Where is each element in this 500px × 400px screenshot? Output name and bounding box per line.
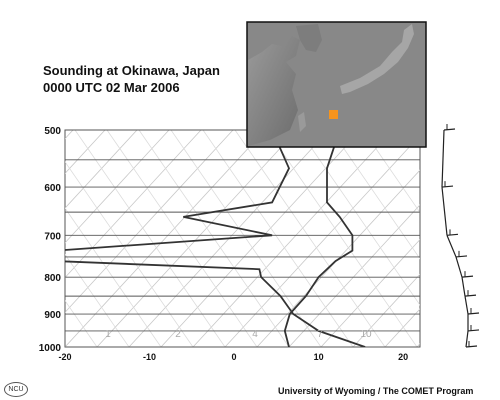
x-tick-label: 0 bbox=[232, 352, 237, 362]
isotherm-line bbox=[65, 130, 266, 347]
isotherm-line bbox=[416, 343, 420, 347]
wind-barb-flag bbox=[467, 329, 480, 332]
isotherm-line bbox=[320, 238, 420, 347]
inset-map bbox=[246, 21, 427, 148]
isotherm-line bbox=[65, 130, 234, 313]
wind-barb-flag bbox=[446, 233, 459, 236]
isotherm-line bbox=[65, 130, 202, 279]
isotherm-line bbox=[65, 130, 170, 244]
x-tick-label: -10 bbox=[143, 352, 156, 362]
korea-landmass bbox=[296, 24, 322, 52]
y-tick-label: 1000 bbox=[39, 343, 62, 354]
isotherm-line bbox=[192, 130, 394, 347]
wind-barb-staff bbox=[446, 235, 457, 258]
adiabat-line bbox=[0, 130, 33, 347]
mixing-ratio-label: 7 bbox=[317, 329, 323, 340]
x-tick-label: 20 bbox=[398, 352, 408, 362]
y-tick-label: 800 bbox=[44, 273, 61, 284]
adiabat-line bbox=[65, 253, 130, 347]
isotherm-line bbox=[449, 130, 500, 347]
isotherm-line bbox=[224, 134, 420, 347]
adiabat-line bbox=[362, 130, 420, 214]
wind-barbs bbox=[441, 124, 480, 348]
adiabat-line bbox=[170, 130, 322, 347]
isotherm-line bbox=[0, 130, 9, 347]
adiabat-line bbox=[65, 300, 98, 347]
adiabat-line bbox=[65, 207, 162, 347]
isotherm-line bbox=[384, 308, 420, 347]
taiwan-landmass bbox=[298, 112, 306, 132]
adiabat-line bbox=[202, 130, 354, 347]
wind-barb-flag bbox=[443, 128, 456, 131]
wind-barb-flag bbox=[467, 312, 480, 315]
isotherm-line bbox=[65, 130, 138, 209]
mixing-ratio-label: 2 bbox=[175, 329, 181, 340]
wind-barb-staff bbox=[461, 277, 466, 297]
mixing-ratio-label: 1 bbox=[105, 329, 111, 340]
isotherm-line bbox=[481, 130, 500, 347]
x-tick-label: 10 bbox=[314, 352, 324, 362]
profile-line bbox=[283, 130, 354, 347]
y-tick-label: 600 bbox=[44, 183, 61, 194]
profiles bbox=[65, 130, 366, 347]
isotherm-line bbox=[352, 273, 420, 347]
adiabat-line bbox=[330, 130, 420, 260]
japan-landmass bbox=[340, 24, 414, 94]
plot-frame bbox=[64, 129, 421, 348]
station-marker bbox=[329, 110, 338, 119]
adiabat-line bbox=[0, 130, 1, 347]
isotherm-line bbox=[96, 130, 298, 347]
y-tick-label: 700 bbox=[44, 231, 61, 242]
wind-barb-flag bbox=[461, 275, 474, 278]
wind-barb-staff bbox=[441, 187, 448, 236]
china-landmass bbox=[248, 36, 300, 146]
y-tick-label: 900 bbox=[44, 310, 61, 321]
wind-barb-flag bbox=[441, 185, 454, 188]
mixing-ratio-label: 10 bbox=[360, 329, 372, 340]
y-tick-label: 500 bbox=[44, 126, 61, 137]
isotherm-line bbox=[65, 130, 106, 174]
adiabat-line bbox=[74, 130, 226, 347]
chart-subtitle: 0000 UTC 02 Mar 2006 bbox=[43, 80, 180, 95]
isotherm-line bbox=[65, 130, 74, 140]
profile-line bbox=[65, 130, 366, 347]
wind-barb-staff bbox=[464, 296, 469, 315]
pressure-labels: 500 600 700 800 900 1000 bbox=[39, 126, 62, 354]
adiabat-line bbox=[298, 130, 420, 306]
wind-barb-staff bbox=[455, 256, 463, 278]
adiabat-line bbox=[234, 130, 386, 347]
wind-barb-flag bbox=[464, 294, 477, 297]
isotherm-line bbox=[0, 130, 41, 347]
footer-credit: University of Wyoming / The COMET Progra… bbox=[278, 386, 474, 396]
adiabat-line bbox=[106, 130, 258, 347]
chart-title: Sounding at Okinawa, Japan bbox=[43, 63, 220, 78]
wind-barb-flag bbox=[455, 255, 468, 258]
temperature-labels: -20 -10 0 10 20 bbox=[58, 352, 408, 362]
x-tick-label: -20 bbox=[58, 352, 71, 362]
adiabat-line bbox=[138, 130, 290, 347]
mixing-ratio-label: 4 bbox=[252, 329, 258, 340]
wind-barb-staff bbox=[465, 330, 469, 348]
mixing-ratio-labels: 1 2 4 7 10 bbox=[105, 329, 372, 340]
adiabat-line bbox=[266, 130, 418, 347]
wind-barb-staff bbox=[441, 129, 445, 188]
wind-barb-flag bbox=[465, 345, 478, 348]
ncu-logo: NCU bbox=[4, 382, 28, 397]
isotherm-line bbox=[288, 204, 420, 347]
isobars bbox=[65, 129, 420, 348]
adiabat-line bbox=[65, 161, 194, 347]
